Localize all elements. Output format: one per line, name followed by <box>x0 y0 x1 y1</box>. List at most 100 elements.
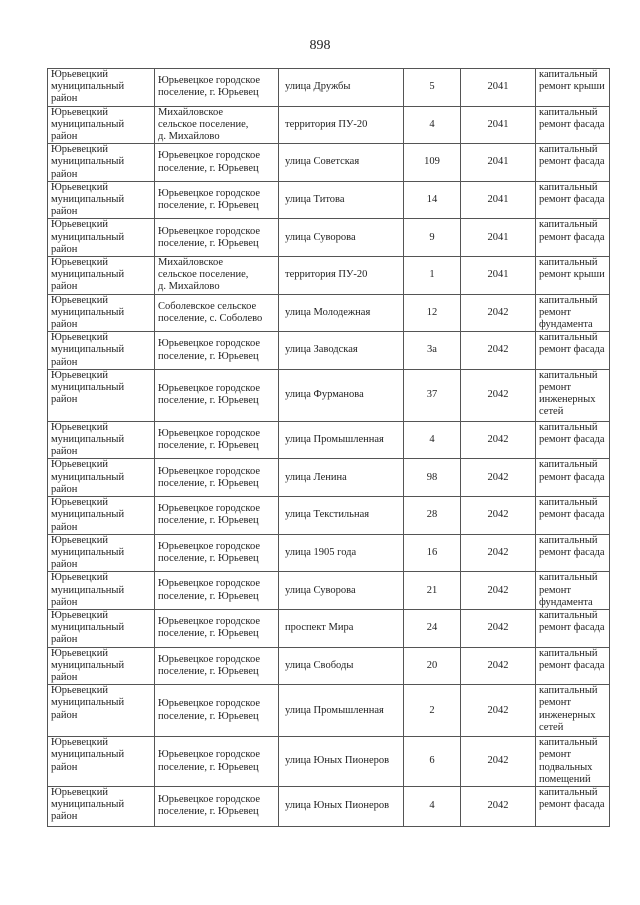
year-cell: 2042 <box>460 458 536 498</box>
house-number-cell: 14 <box>403 180 461 220</box>
work-type-cell: капитальный ремонт фасада <box>535 646 610 686</box>
street-cell: улица Промышленная <box>278 420 404 460</box>
house-number-cell: 2 <box>403 684 461 738</box>
settlement-cell: Юрьевецкое городское поселение, г. Юрьев… <box>154 608 279 648</box>
district-cell: Юрьевецкий муниципальный район <box>47 105 155 145</box>
street-cell: улица Фурманова <box>278 368 404 422</box>
street-cell: улица Дружбы <box>278 68 404 107</box>
table-row: Юрьевецкий муниципальный район Юрьевецкое… <box>47 458 610 498</box>
table-row: Юрьевецкий муниципальный район Юрьевецкое… <box>47 68 610 107</box>
district-cell: Юрьевецкий муниципальный район <box>47 180 155 220</box>
work-type-cell: капитальный ремонт фундамента <box>535 571 610 610</box>
house-number-cell: 6 <box>403 736 461 787</box>
work-type-cell: капитальный ремонт фасада <box>535 533 610 573</box>
table-row: Юрьевецкий муниципальный район Юрьевецкое… <box>47 368 610 422</box>
street-cell: улица Юных Пионеров <box>278 785 404 827</box>
district-cell: Юрьевецкий муниципальный район <box>47 571 155 610</box>
district-cell: Юрьевецкий муниципальный район <box>47 458 155 498</box>
house-number-cell: 4 <box>403 105 461 145</box>
table-row: Юрьевецкий муниципальный район Юрьевецкое… <box>47 218 610 258</box>
district-cell: Юрьевецкий муниципальный район <box>47 331 155 370</box>
house-number-cell: 16 <box>403 533 461 573</box>
year-cell: 2042 <box>460 571 536 610</box>
table-row: Юрьевецкий муниципальный район Юрьевецкое… <box>47 496 610 535</box>
house-number-cell: 21 <box>403 571 461 610</box>
settlement-cell: Михайловское сельское поселение, д. Миха… <box>154 256 279 295</box>
street-cell: территория ПУ-20 <box>278 105 404 145</box>
street-cell: проспект Мира <box>278 608 404 648</box>
settlement-cell: Юрьевецкое городское поселение, г. Юрьев… <box>154 496 279 535</box>
district-cell: Юрьевецкий муниципальный район <box>47 608 155 648</box>
district-cell: Юрьевецкий муниципальный район <box>47 368 155 422</box>
settlement-cell: Юрьевецкое городское поселение, г. Юрьев… <box>154 180 279 220</box>
street-cell: улица Заводская <box>278 331 404 370</box>
repair-schedule-table: Юрьевецкий муниципальный район Юрьевецкое… <box>47 68 610 827</box>
table-row: Юрьевецкий муниципальный район Михайловск… <box>47 105 610 145</box>
table-row: Юрьевецкий муниципальный район Юрьевецкое… <box>47 646 610 686</box>
street-cell: улица Свободы <box>278 646 404 686</box>
work-type-cell: капитальный ремонт фасада <box>535 218 610 258</box>
table-row: Юрьевецкий муниципальный район Юрьевецкое… <box>47 608 610 648</box>
house-number-cell: 98 <box>403 458 461 498</box>
house-number-cell: 3а <box>403 331 461 370</box>
work-type-cell: капитальный ремонт крыши <box>535 256 610 295</box>
work-type-cell: капитальный ремонт фасада <box>535 331 610 370</box>
district-cell: Юрьевецкий муниципальный район <box>47 143 155 182</box>
district-cell: Юрьевецкий муниципальный район <box>47 785 155 827</box>
street-cell: улица 1905 года <box>278 533 404 573</box>
settlement-cell: Юрьевецкое городское поселение, г. Юрьев… <box>154 458 279 498</box>
district-cell: Юрьевецкий муниципальный район <box>47 420 155 460</box>
house-number-cell: 37 <box>403 368 461 422</box>
work-type-cell: капитальный ремонт фасада <box>535 496 610 535</box>
settlement-cell: Соболевское сельское поселение, с. Собол… <box>154 293 279 333</box>
table-row: Юрьевецкий муниципальный район Соболевско… <box>47 293 610 333</box>
settlement-cell: Юрьевецкое городское поселение, г. Юрьев… <box>154 143 279 182</box>
district-cell: Юрьевецкий муниципальный район <box>47 293 155 333</box>
settlement-cell: Юрьевецкое городское поселение, г. Юрьев… <box>154 368 279 422</box>
year-cell: 2041 <box>460 256 536 295</box>
table-row: Юрьевецкий муниципальный район Юрьевецкое… <box>47 420 610 460</box>
year-cell: 2042 <box>460 608 536 648</box>
house-number-cell: 24 <box>403 608 461 648</box>
work-type-cell: капитальный ремонт крыши <box>535 68 610 107</box>
table-row: Юрьевецкий муниципальный район Михайловск… <box>47 256 610 295</box>
district-cell: Юрьевецкий муниципальный район <box>47 533 155 573</box>
settlement-cell: Юрьевецкое городское поселение, г. Юрьев… <box>154 646 279 686</box>
year-cell: 2042 <box>460 785 536 827</box>
year-cell: 2042 <box>460 420 536 460</box>
street-cell: улица Суворова <box>278 218 404 258</box>
work-type-cell: капитальный ремонт фасада <box>535 608 610 648</box>
house-number-cell: 5 <box>403 68 461 107</box>
year-cell: 2042 <box>460 496 536 535</box>
table-row: Юрьевецкий муниципальный район Юрьевецкое… <box>47 533 610 573</box>
settlement-cell: Юрьевецкое городское поселение, г. Юрьев… <box>154 420 279 460</box>
year-cell: 2042 <box>460 684 536 738</box>
year-cell: 2042 <box>460 533 536 573</box>
district-cell: Юрьевецкий муниципальный район <box>47 646 155 686</box>
table-row: Юрьевецкий муниципальный район Юрьевецкое… <box>47 684 610 738</box>
street-cell: улица Титова <box>278 180 404 220</box>
work-type-cell: капитальный ремонт фасада <box>535 785 610 827</box>
work-type-cell: капитальный ремонт инженерных сетей <box>535 684 610 738</box>
settlement-cell: Юрьевецкое городское поселение, г. Юрьев… <box>154 736 279 787</box>
table-row: Юрьевецкий муниципальный район Юрьевецкое… <box>47 331 610 370</box>
table-row: Юрьевецкий муниципальный район Юрьевецкое… <box>47 571 610 610</box>
year-cell: 2041 <box>460 143 536 182</box>
house-number-cell: 9 <box>403 218 461 258</box>
year-cell: 2041 <box>460 218 536 258</box>
settlement-cell: Юрьевецкое городское поселение, г. Юрьев… <box>154 571 279 610</box>
district-cell: Юрьевецкий муниципальный район <box>47 736 155 787</box>
house-number-cell: 109 <box>403 143 461 182</box>
year-cell: 2042 <box>460 368 536 422</box>
work-type-cell: капитальный ремонт фундамента <box>535 293 610 333</box>
street-cell: улица Юных Пионеров <box>278 736 404 787</box>
page-number: 898 <box>309 38 331 53</box>
year-cell: 2042 <box>460 646 536 686</box>
table-row: Юрьевецкий муниципальный район Юрьевецкое… <box>47 143 610 182</box>
work-type-cell: капитальный ремонт фасада <box>535 180 610 220</box>
table-row: Юрьевецкий муниципальный район Юрьевецкое… <box>47 785 610 827</box>
settlement-cell: Михайловское сельское поселение, д. Миха… <box>154 105 279 145</box>
house-number-cell: 4 <box>403 420 461 460</box>
work-type-cell: капитальный ремонт фасада <box>535 105 610 145</box>
settlement-cell: Юрьевецкое городское поселение, г. Юрьев… <box>154 68 279 107</box>
